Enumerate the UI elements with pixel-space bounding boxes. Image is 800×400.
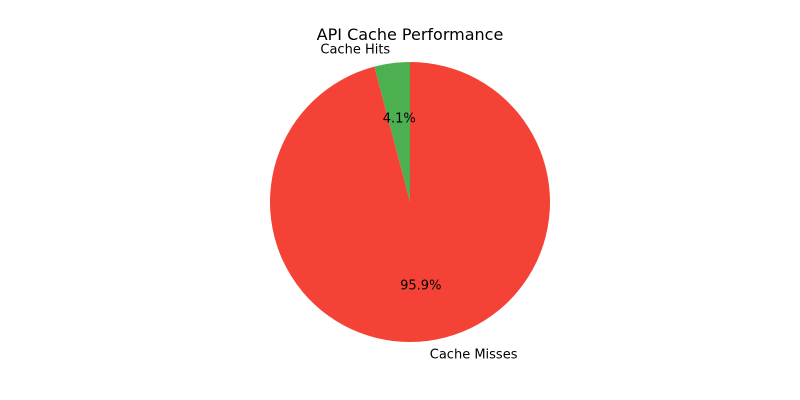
pie-slice-cache-misses (270, 62, 550, 343)
slice-percent-cache-hits: 4.1% (383, 112, 416, 127)
chart-title: API Cache Performance (317, 25, 504, 44)
slice-label-cache-misses: Cache Misses (430, 348, 518, 363)
pie-labels: Cache Hits 4.1% Cache Misses 95.9% (320, 42, 517, 362)
slice-percent-cache-misses: 95.9% (400, 278, 441, 293)
pie-slices (270, 62, 550, 343)
pie-slice-cache-hits (374, 62, 410, 202)
slice-label-cache-hits: Cache Hits (320, 42, 390, 57)
